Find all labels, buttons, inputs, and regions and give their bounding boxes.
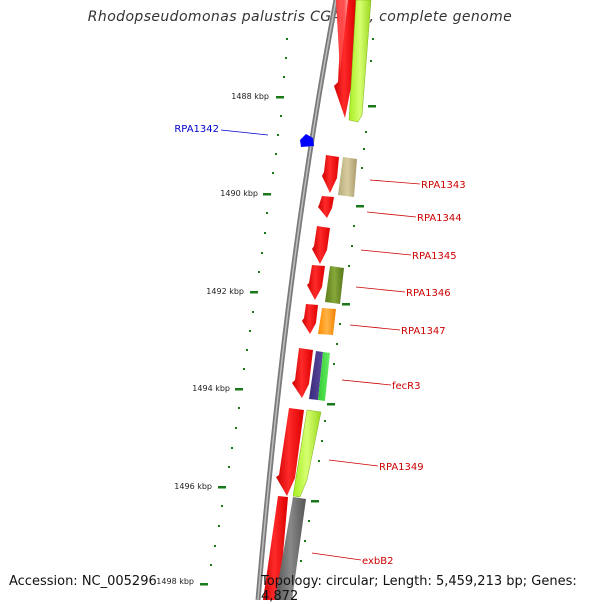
cds-segment [292,409,322,498]
gene-label-rpa1344[interactable]: RPA1344 [366,211,462,224]
cds-segment [325,266,344,304]
cds-arrow [307,265,325,300]
gene-label-text: RPA1347 [401,326,446,337]
gene-label-rpa1343[interactable]: RPA1343 [369,179,466,191]
cds-segment [275,497,306,600]
tick-label: 1494 kbp [192,384,230,393]
cds-track [263,0,356,600]
map-title: Rhodopseudomonas palustris CGA009, compl… [87,9,513,25]
cds-arrow [312,226,330,264]
gene-label-rpa1346[interactable]: RPA1346 [355,286,451,299]
gene-label-fecr3[interactable]: fecR3 [341,379,420,392]
tick-label: 1488 kbp [231,92,269,101]
gene-label-text: RPA1349 [379,462,424,473]
genome-backbone [255,0,339,600]
cds-arrow [318,196,334,218]
tick-1490: 1490 kbp [220,189,271,198]
function-track [275,0,372,600]
gene-label-text: RPA1344 [417,213,462,224]
tick-label: 1490 kbp [220,189,258,198]
minor-ticks [210,38,288,566]
cds-segment [338,157,357,197]
cds-arrow [292,348,313,398]
gene-label-text: exbB2 [362,556,393,567]
tick-1488: 1488 kbp [231,92,284,101]
accession-text: Accession: NC_005296 [9,574,157,589]
cds-arrow [334,0,356,118]
tick-label: 1496 kbp [174,482,212,491]
gene-label-text: RPA1346 [406,288,451,299]
gene-label-text: RPA1343 [421,180,466,191]
cds-arrow [322,155,339,193]
gene-label-rpa1349[interactable]: RPA1349 [328,459,424,473]
gene-label-rpa1347[interactable]: RPA1347 [349,324,446,337]
cds-segment [318,352,330,401]
tick-1494: 1494 kbp [192,384,243,393]
cds-arrow [302,304,318,334]
tick-label: 1498 kbp [156,577,194,586]
tick-1492: 1492 kbp [206,287,258,296]
outer-ring-ticks [300,38,376,562]
tick-1496: 1496 kbp [174,482,226,491]
gene-label-text: RPA1342 [174,124,219,135]
tick-1498: 1498 kbp [156,577,208,586]
cds-arrow [276,408,304,496]
cds-segment [348,0,372,123]
cds-segment [309,351,323,400]
gene-label-text: RPA1345 [412,251,457,262]
cds-arrow [263,496,288,600]
gene-label-rpa1345[interactable]: RPA1345 [360,249,457,262]
cds-segment [336,0,348,72]
cds-segment [318,308,336,335]
gene-label-exbb2[interactable]: exbB2 [311,552,393,567]
tick-label: 1492 kbp [206,287,244,296]
gene-label-rpa1342[interactable]: RPA1342 [174,124,269,136]
gene-label-text: fecR3 [392,381,420,392]
rna-gene-marker[interactable] [300,134,314,147]
